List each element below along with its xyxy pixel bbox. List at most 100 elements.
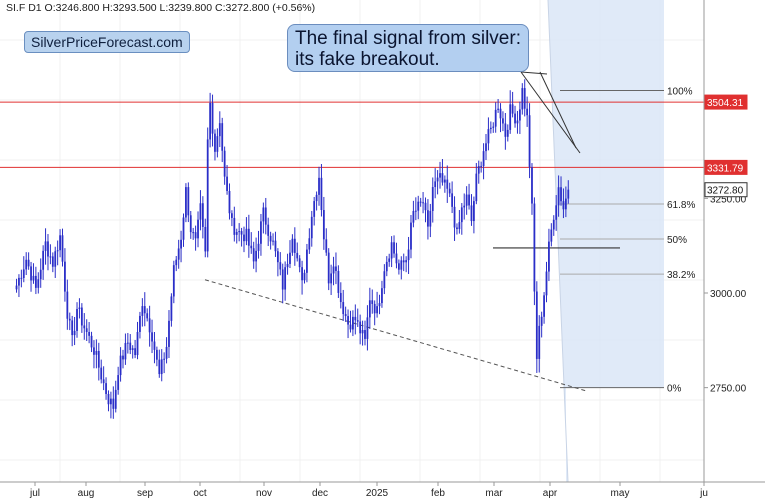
candle-body bbox=[214, 133, 216, 152]
candle-body bbox=[419, 201, 422, 203]
candle-body bbox=[523, 88, 526, 109]
candle-body bbox=[110, 398, 112, 405]
candle-body bbox=[388, 258, 391, 262]
brand-badge: SilverPriceForecast.com bbox=[24, 31, 190, 53]
candle-body bbox=[463, 205, 466, 208]
time-tick-label: may bbox=[611, 488, 630, 499]
candle-body bbox=[509, 104, 512, 130]
candle-body bbox=[405, 260, 408, 263]
candle-body bbox=[247, 228, 250, 246]
candle-body bbox=[151, 332, 153, 342]
candle-body bbox=[506, 129, 509, 137]
callout-pointer-a bbox=[520, 71, 548, 75]
candle-body bbox=[155, 349, 158, 360]
candle-body bbox=[417, 201, 420, 211]
candle-body bbox=[216, 136, 219, 152]
candle-body bbox=[122, 355, 124, 360]
candle-body bbox=[441, 173, 444, 183]
candle-body bbox=[320, 177, 323, 211]
candle-body bbox=[228, 190, 231, 214]
candle-body bbox=[136, 331, 139, 356]
time-tick-label: oct bbox=[193, 488, 207, 499]
fib-level-label: 50% bbox=[667, 235, 687, 246]
candle-body bbox=[497, 108, 499, 110]
candle-body bbox=[131, 348, 134, 350]
candle-body bbox=[511, 104, 514, 114]
candle-body bbox=[371, 300, 374, 304]
candle-body bbox=[64, 261, 66, 292]
candle-body bbox=[163, 358, 166, 360]
candle-body bbox=[526, 108, 529, 116]
candle-body bbox=[68, 318, 71, 321]
candle-body bbox=[272, 240, 274, 242]
candle-body bbox=[347, 316, 349, 325]
symbol-label: SI.F bbox=[6, 2, 26, 14]
candle-body bbox=[482, 151, 485, 167]
candle-body bbox=[260, 221, 262, 244]
callout-pointer-c bbox=[539, 71, 577, 149]
candle-body bbox=[470, 205, 473, 222]
candle-body bbox=[521, 88, 524, 110]
candle-body bbox=[255, 250, 257, 262]
candle-body bbox=[206, 139, 209, 252]
candle-body bbox=[264, 207, 267, 225]
candle-body bbox=[54, 251, 57, 267]
candle-body bbox=[78, 307, 81, 309]
candle-body bbox=[414, 210, 417, 212]
candle-body bbox=[504, 123, 507, 137]
candle-body bbox=[381, 288, 383, 304]
candle-body bbox=[22, 269, 25, 279]
candle-body bbox=[185, 187, 187, 218]
time-tick-label: nov bbox=[256, 488, 272, 499]
candle-body bbox=[543, 295, 545, 317]
candle-body bbox=[218, 123, 221, 137]
fib-level-label: 100% bbox=[667, 86, 693, 97]
candle-body bbox=[139, 315, 141, 332]
candle-body bbox=[487, 129, 490, 144]
candle-body bbox=[182, 217, 185, 240]
candle-body bbox=[397, 263, 400, 270]
candle-body bbox=[257, 243, 260, 251]
candle-body bbox=[453, 206, 456, 228]
candle-body bbox=[201, 203, 204, 227]
time-tick-label: dec bbox=[312, 488, 328, 499]
fib-level-label: 38.2% bbox=[667, 270, 695, 281]
candle-body bbox=[528, 115, 531, 168]
candle-body bbox=[100, 367, 103, 380]
candle-body bbox=[492, 126, 495, 128]
candle-body bbox=[514, 113, 516, 124]
candle-body bbox=[540, 316, 543, 326]
candle-body bbox=[390, 242, 393, 259]
candle-body bbox=[192, 232, 195, 234]
candle-body bbox=[165, 346, 168, 359]
candle-body bbox=[291, 238, 294, 253]
candle-body bbox=[262, 207, 265, 222]
candle-body bbox=[141, 306, 144, 316]
candle-body bbox=[124, 343, 127, 360]
candle-body bbox=[385, 261, 388, 272]
candle-body bbox=[233, 217, 236, 235]
candle-body bbox=[243, 234, 245, 242]
candle-body bbox=[298, 258, 301, 268]
support-trendline bbox=[204, 279, 589, 392]
candle-body bbox=[286, 263, 289, 268]
candle-body bbox=[88, 331, 91, 336]
candle-body bbox=[281, 269, 284, 290]
candle-body bbox=[378, 303, 381, 307]
candle-body bbox=[71, 320, 74, 336]
candle-body bbox=[153, 341, 156, 350]
candle-body bbox=[330, 273, 333, 284]
candle-body bbox=[27, 259, 30, 267]
candle-body bbox=[37, 279, 40, 288]
ticker-info: SI.F D1 O:3246.800 H:3293.500 L:3239.800… bbox=[6, 2, 315, 14]
candle-body bbox=[361, 330, 364, 334]
candle-body bbox=[436, 177, 439, 182]
candle-body bbox=[308, 238, 311, 250]
candle-body bbox=[97, 350, 100, 368]
candle-body bbox=[448, 188, 451, 194]
candle-body bbox=[548, 241, 550, 272]
candle-body bbox=[175, 259, 178, 266]
candle-body bbox=[368, 300, 371, 318]
candle-body bbox=[480, 165, 483, 167]
